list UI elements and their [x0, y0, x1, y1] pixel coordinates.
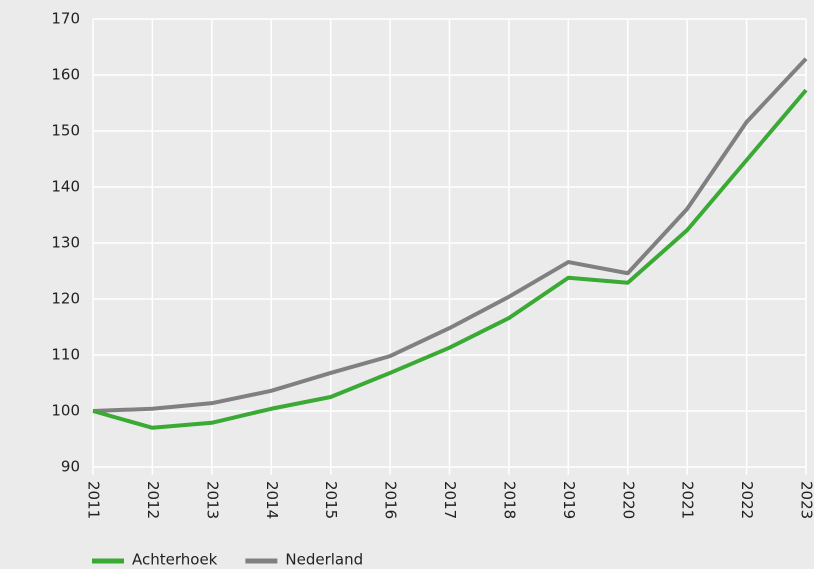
series-line [92, 88, 808, 430]
y-tick-label: 150 [51, 122, 80, 140]
y-tick-label: 110 [51, 346, 80, 364]
series-line [92, 57, 808, 413]
x-tick-label: 2016 [382, 481, 400, 519]
y-tick-label: 100 [51, 402, 80, 420]
y-tick-label: 170 [51, 10, 80, 28]
x-tick-label: 2019 [560, 481, 578, 519]
x-tick-label: 2020 [619, 481, 637, 519]
x-tick-label: 2015 [322, 481, 340, 519]
x-tick-label: 2011 [85, 481, 103, 519]
y-tick-label: 120 [51, 290, 80, 308]
x-tick-label: 2018 [500, 481, 518, 519]
x-tick-label: 2022 [738, 481, 756, 519]
legend-label: Nederland [285, 551, 363, 569]
legend-label: Achterhoek [132, 551, 218, 569]
x-tick-label: 2013 [203, 481, 221, 519]
x-tick-label: 2017 [441, 481, 459, 519]
x-tick-label: 2023 [798, 481, 814, 519]
y-tick-label: 130 [51, 234, 80, 252]
x-tick-label: 2014 [263, 481, 281, 519]
x-tick-label: 2012 [144, 481, 162, 519]
x-tick-label: 2021 [679, 481, 697, 519]
y-tick-label: 140 [51, 178, 80, 196]
y-tick-label: 90 [61, 458, 80, 476]
y-tick-label: 160 [51, 66, 80, 84]
